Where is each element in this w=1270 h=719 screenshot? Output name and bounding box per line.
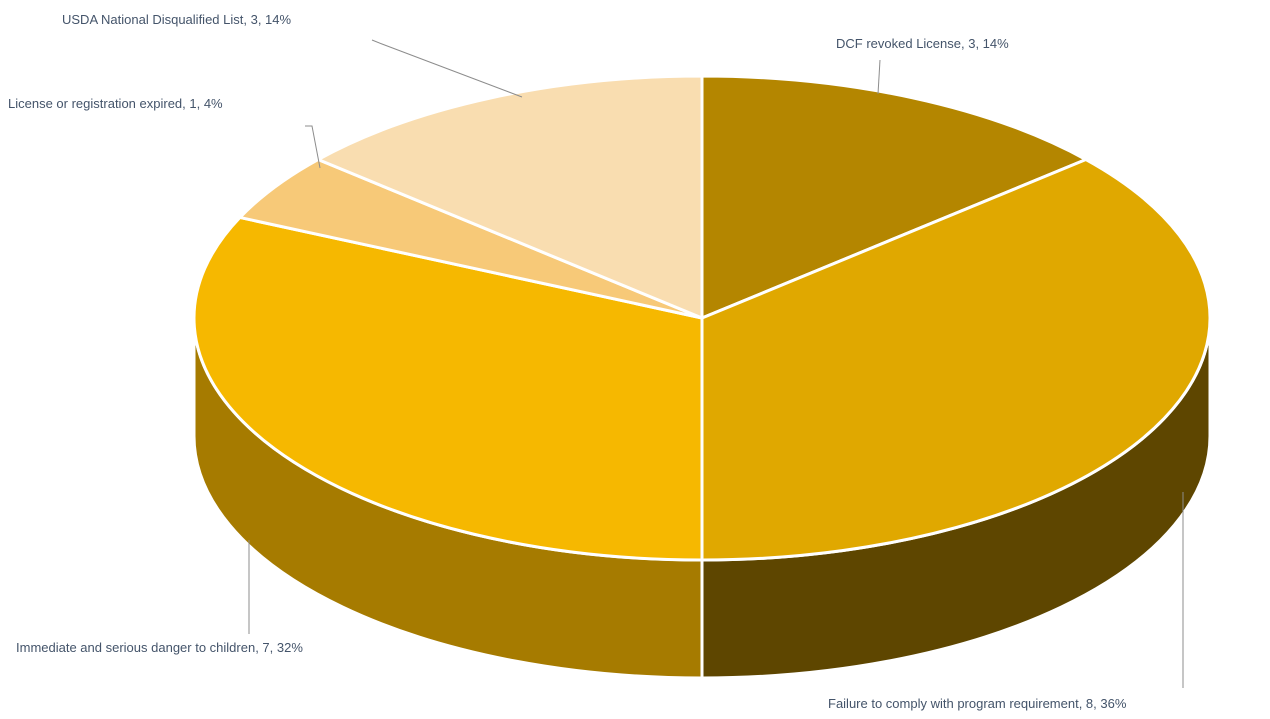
data-label-immediate-and-serious-danger-to-children: Immediate and serious danger to children…: [16, 640, 303, 655]
data-label-license-or-registration-expired: License or registration expired, 1, 4%: [8, 96, 223, 111]
pie-slice-immediate-and-serious-danger-to-children[interactable]: [192, 215, 704, 562]
pie-slice-failure-to-comply-with-program-requirement[interactable]: [700, 158, 1212, 562]
data-label-failure-to-comply-with-program-requirement: Failure to comply with program requireme…: [828, 696, 1127, 711]
data-label-usda-national-disqualified-list: USDA National Disqualified List, 3, 14%: [62, 12, 292, 27]
data-label-dcf-revoked-license: DCF revoked License, 3, 14%: [836, 36, 1009, 51]
data-labels: DCF revoked License, 3, 14% Failure to co…: [8, 12, 1127, 711]
leader-line-dcf-revoked-license: [877, 59, 881, 95]
leader-line-usda-national-disqualified-list: [371, 39, 523, 98]
leader-lines: [248, 39, 1184, 688]
pie-slice-dcf-revoked-license[interactable]: [700, 74, 1088, 320]
leader-line-license-or-registration-expired: [305, 125, 321, 169]
pie-slice-usda-national-disqualified-list[interactable]: [316, 74, 704, 320]
pie-tops: [192, 74, 1212, 562]
